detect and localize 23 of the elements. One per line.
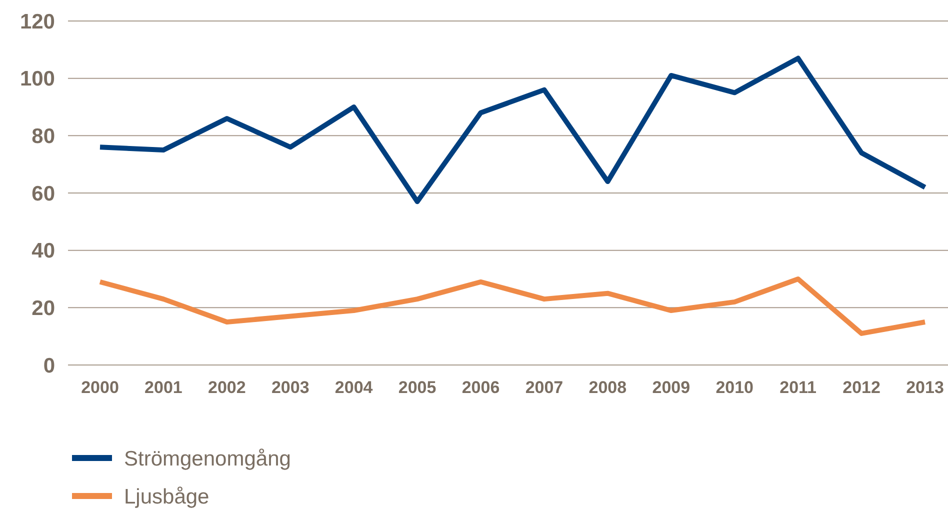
x-tick-label: 2005 <box>398 378 436 397</box>
y-tick-label: 0 <box>43 354 55 378</box>
legend-label: Ljusbåge <box>124 485 210 508</box>
y-tick-label: 60 <box>32 182 55 206</box>
x-tick-label: 2013 <box>906 378 944 397</box>
x-tick-label: 2010 <box>716 378 754 397</box>
x-tick-label: 2008 <box>588 378 627 397</box>
x-tick-label: 2007 <box>525 378 564 397</box>
legend-label: Strömgenomgång <box>124 447 291 470</box>
x-tick-label: 2001 <box>144 378 182 397</box>
y-tick-label: 100 <box>20 68 55 91</box>
y-tick-label: 120 <box>20 10 55 34</box>
x-tick-label: 2011 <box>780 378 817 397</box>
x-tick-label: 2004 <box>334 378 374 397</box>
x-tick-label: 2009 <box>652 378 690 397</box>
x-tick-label: 2002 <box>208 378 246 397</box>
x-tick-label: 2012 <box>842 378 880 397</box>
y-tick-label: 40 <box>32 240 55 263</box>
y-tick-label: 80 <box>32 125 55 148</box>
x-tick-label: 2006 <box>462 378 500 397</box>
x-tick-label: 2000 <box>81 378 119 397</box>
x-tick-label: 2003 <box>271 378 310 397</box>
y-tick-label: 20 <box>32 297 55 320</box>
